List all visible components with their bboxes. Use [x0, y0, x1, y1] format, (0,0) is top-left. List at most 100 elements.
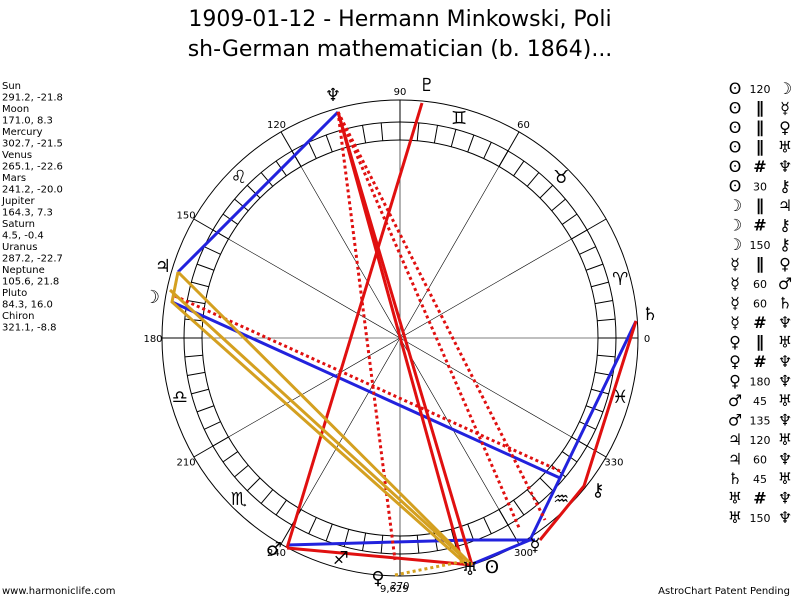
ring-tick	[380, 122, 384, 141]
sign-glyph: ♎	[172, 387, 188, 408]
planet-position: 321.1, -8.8	[2, 323, 57, 334]
aspect-type: 30	[753, 181, 767, 194]
planet-position: 164.3, 7.3	[2, 208, 53, 219]
aspect-from: ♅	[728, 508, 742, 527]
aspect-type: ∥	[756, 196, 764, 215]
aspect-from: ☽	[728, 216, 742, 235]
planet-name: Saturn	[2, 219, 35, 230]
planet-glyph: ♇	[419, 75, 435, 96]
planet-glyph: ♃	[155, 256, 171, 277]
ring-tick	[308, 517, 317, 534]
ring-tick	[579, 246, 596, 255]
aspect-from: ♄	[728, 469, 742, 488]
sign-glyph: ♌	[231, 167, 247, 188]
planet-glyph: ♀	[371, 568, 384, 589]
division-line	[193, 436, 229, 458]
aspect-from: ʘ	[729, 99, 742, 118]
planet-glyph: ♆	[325, 85, 341, 106]
aspect-line	[285, 102, 424, 549]
spoke	[300, 337, 401, 510]
planet-glyph: ♅	[462, 559, 478, 580]
aspect-from: ʘ	[729, 118, 742, 137]
aspect-type: 120	[750, 434, 771, 447]
planet-name: Jupiter	[1, 196, 35, 207]
ring-tick	[416, 122, 420, 141]
ring-tick	[275, 499, 287, 516]
aspect-type: ∥	[756, 255, 764, 274]
aspect-to: ♅	[778, 469, 792, 488]
planet-position: 171.0, 8.3	[2, 116, 53, 127]
planet-position: 287.2, -22.7	[2, 254, 63, 265]
aspect-to: ♆	[778, 313, 792, 332]
spoke	[399, 337, 572, 438]
planet-glyph: ☽	[144, 287, 160, 308]
aspect-from: ♂	[728, 411, 742, 430]
ring-tick	[513, 499, 525, 516]
aspect-line	[174, 294, 563, 474]
division-line	[498, 131, 520, 167]
ring-tick	[450, 529, 457, 547]
spoke	[228, 238, 401, 339]
aspect-from: ʘ	[729, 138, 742, 157]
spoke	[300, 166, 401, 339]
division-line	[498, 509, 520, 545]
planet-position: 241.2, -20.0	[2, 185, 63, 196]
ring-tick	[380, 535, 384, 554]
planet-name: Uranus	[2, 242, 37, 253]
ring-tick	[308, 142, 317, 159]
planet-glyph: ʘ	[485, 557, 499, 578]
aspect-lines	[168, 102, 638, 577]
sign-glyph: ♈	[612, 269, 628, 290]
aspect-from: ♀	[729, 352, 741, 371]
ring-tick	[184, 354, 203, 358]
sign-glyph: ♓	[612, 387, 628, 408]
division-line	[571, 218, 607, 240]
planet-position: 4.5, -0.4	[2, 231, 44, 242]
aspect-from: ʘ	[729, 177, 742, 196]
planet-position: 84.3, 16.0	[2, 300, 53, 311]
aspect-type: ∥	[756, 99, 764, 118]
planet-glyph: ⚷	[591, 480, 604, 501]
aspect-from: ☽	[728, 235, 742, 254]
planet-position: 302.7, -21.5	[2, 139, 63, 150]
aspect-line	[336, 111, 464, 563]
degree-label: 0	[644, 334, 650, 345]
ring-tick	[467, 134, 475, 153]
aspect-line	[170, 271, 467, 566]
planet-name: Neptune	[2, 265, 45, 276]
aspect-to: ☿	[780, 99, 790, 118]
aspect-to: ⚷	[779, 216, 791, 235]
degree-label: 300	[514, 548, 533, 559]
ring-tick	[539, 477, 554, 492]
ring-tick	[222, 451, 239, 463]
degree-label: 270	[390, 581, 409, 592]
ring-tick	[591, 281, 609, 288]
planet-position: 291.2, -21.8	[2, 93, 63, 104]
ring-tick	[246, 184, 261, 199]
degree-label: 120	[267, 120, 286, 131]
wheel	[161, 99, 639, 577]
planet-name: Sun	[2, 81, 21, 92]
ring-tick	[260, 489, 274, 504]
aspect-to: ♅	[778, 138, 792, 157]
aspect-from: ʘ	[729, 79, 742, 98]
spoke	[399, 337, 500, 510]
aspect-type: #	[753, 157, 766, 176]
ring-tick	[483, 517, 492, 534]
aspect-type: 60	[753, 278, 767, 291]
aspect-line	[469, 320, 638, 567]
ring-tick	[551, 198, 566, 212]
title-line: sh-German mathematician (b. 1864)...	[188, 37, 613, 62]
ring-tick	[513, 160, 525, 177]
aspect-type: ∥	[756, 138, 764, 157]
aspect-from: ʘ	[729, 157, 742, 176]
degree-label: 240	[267, 548, 286, 559]
aspect-to: ♃	[778, 196, 792, 215]
aspect-from: ♂	[728, 391, 742, 410]
degree-label: 90	[394, 87, 407, 98]
ring-tick	[597, 354, 616, 358]
ring-tick	[416, 535, 420, 554]
sign-glyph: ♉	[553, 167, 569, 188]
aspect-line	[286, 538, 535, 547]
